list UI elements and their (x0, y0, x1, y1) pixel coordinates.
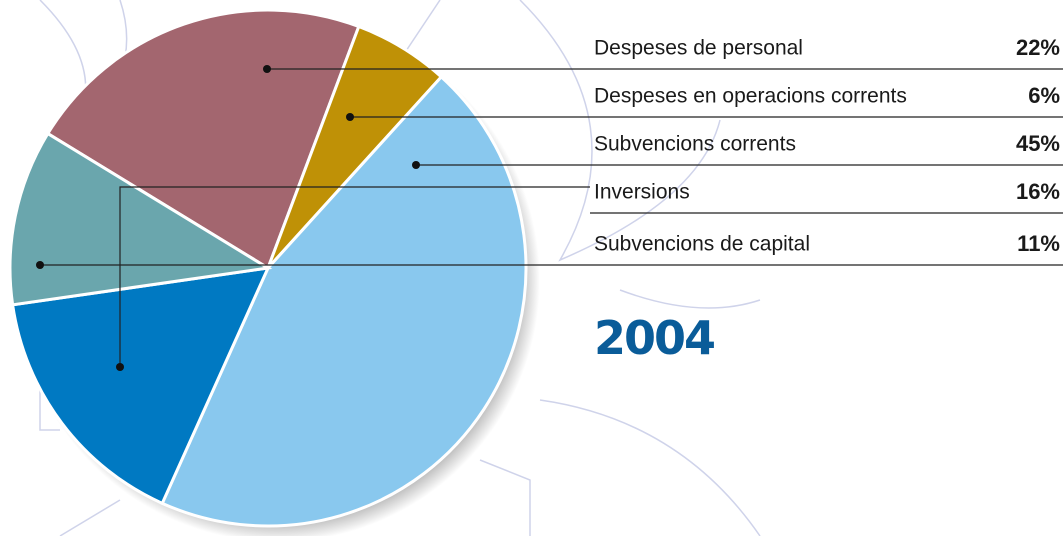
chart-title: 2004 (594, 311, 714, 365)
pie (8, 8, 528, 528)
legend-label: Inversions (594, 181, 690, 204)
leader-line (119, 186, 590, 367)
value-label: 6% (1028, 83, 1060, 108)
legend-label: Subvencions de capital (594, 233, 810, 256)
value-label: 45% (1016, 131, 1060, 156)
pie-slice (45, 8, 361, 271)
leader-dot (36, 261, 44, 269)
legend-label: Subvencions corrents (594, 133, 796, 156)
leader-dot (263, 65, 271, 73)
value-label: 11% (1017, 231, 1060, 256)
leader-dot (116, 363, 124, 371)
legend-label: Despeses en operacions corrents (594, 85, 907, 108)
leader-dot (346, 113, 354, 121)
pie-slice (10, 266, 271, 506)
leader-dot (412, 161, 420, 169)
pie-slice (160, 74, 528, 528)
legend-label: Despeses de personal (594, 37, 803, 60)
pie-slice (8, 131, 273, 307)
value-label: 16% (1016, 179, 1060, 204)
value-label: 22% (1016, 35, 1060, 60)
legend: Despeses de personal 22% Despeses en opera… (36, 35, 1063, 371)
